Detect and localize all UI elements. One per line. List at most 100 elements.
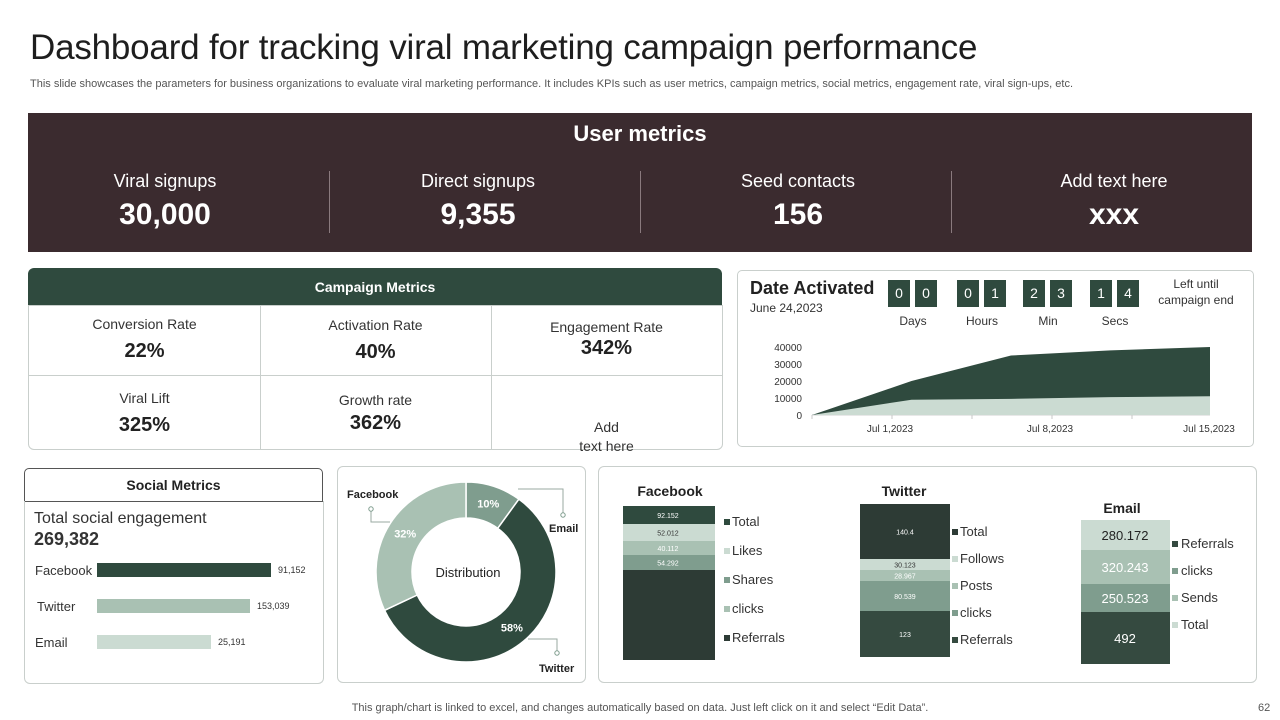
donut-center-label: Distribution (435, 565, 500, 580)
stack-value-label: 40.112 (658, 546, 679, 553)
legend-swatch (952, 556, 958, 562)
campaign-metric-activation-rate: Activation Rate 40% (260, 317, 491, 364)
grid-line (260, 306, 261, 449)
distribution-donut-chart: 10% 58% 32% Distribution Email Twitter Faceboo… (347, 481, 578, 675)
stack-segment-email-total (1081, 612, 1170, 664)
legend-swatch (1172, 595, 1178, 601)
channel-breakdown-panel (598, 466, 1257, 683)
legend-swatch (724, 577, 730, 583)
legend-swatch (952, 529, 958, 535)
countdown-digit: 0 (915, 280, 937, 307)
countdown-digit: 3 (1050, 280, 1072, 307)
user-metric-label: Direct signups (420, 171, 536, 191)
campaign-metrics-title: Campaign Metrics (28, 268, 722, 306)
y-tick-label: 0 (796, 411, 802, 422)
stack-value-label: 54.292 (657, 561, 679, 568)
stack-value-label: 320.243 (1102, 560, 1149, 575)
legend-swatch (724, 606, 730, 612)
user-metrics-panel: User metrics Viral signups 30,000 Direct… (28, 113, 1252, 252)
total-engagement-value: 269,382 (34, 529, 100, 549)
stack-segment-twitter-clicks (860, 581, 950, 611)
legend-swatch (952, 637, 958, 643)
page-subtitle: This slide showcases the parameters for … (30, 78, 1074, 90)
social-metrics-panel (24, 501, 324, 684)
date-activated-title: Date Activated (750, 278, 875, 298)
countdown-digit: 1 (984, 280, 1006, 307)
total-engagement-label: Total social engagement (34, 510, 207, 527)
campaign-metric-placeholder: Add text here (491, 399, 722, 475)
campaign-metric-label: Add text here (579, 419, 634, 454)
left-until-label: Left until campaign end (1158, 277, 1234, 307)
leader-line (528, 638, 558, 653)
leader-dot (368, 506, 374, 512)
countdown-digit: 0 (957, 280, 979, 307)
campaign-metric-label: Growth rate (338, 392, 413, 408)
y-tick-label: 20000 (774, 377, 802, 388)
bar-category-label: Email (35, 635, 68, 650)
campaign-metric-engagement-rate: Engagement Rate 342% (491, 319, 722, 360)
stack-value-label: 52.012 (657, 531, 679, 538)
stack-title-twitter: Twitter (882, 483, 927, 499)
stack-segment-email-referrals (1081, 520, 1170, 550)
campaign-metrics-grid: Conversion Rate 22% Activation Rate 40% … (28, 305, 723, 454)
countdown-digit: 1 (1090, 280, 1112, 307)
countdown-unit-hours: Hours (965, 314, 998, 328)
countdown-unit-min: Min (1038, 314, 1058, 328)
donut-category-label: Twitter (539, 663, 575, 675)
legend-label: Total (732, 514, 760, 529)
legend-label: clicks (960, 605, 992, 620)
campaign-metric-label: Activation Rate (328, 317, 423, 333)
user-metric-value: 30,000 (119, 198, 211, 231)
area-series-lower (812, 396, 1210, 415)
x-tick-label: Jul 8,2023 (1027, 424, 1074, 435)
donut-category-label: Facebook (347, 489, 399, 501)
user-metric-value: 9,355 (440, 198, 516, 231)
campaign-metric-growth-rate: Growth rate 362% (260, 392, 491, 435)
user-metric-label: Add text here (1060, 171, 1168, 191)
leader-line (370, 509, 390, 523)
campaign-metric-viral-lift: Viral Lift 325% (29, 390, 260, 437)
donut-category-label: Email (549, 523, 578, 535)
channel-stacked-chart: Facebook 92.152 52.012 40.112 54.292 Total Lik… (623, 483, 1234, 664)
legend-label: Referrals (732, 630, 785, 645)
stack-title-email: Email (1103, 500, 1140, 516)
campaign-metric-value: 362% (349, 412, 402, 434)
bar-category-label: Twitter (37, 599, 76, 614)
stack-value-label: 92.152 (657, 513, 679, 520)
campaign-metric-label: Conversion Rate (92, 316, 197, 332)
date-activated-panel (737, 270, 1254, 447)
divider (951, 171, 952, 233)
user-metric-seed-contacts: Seed contacts 156 (645, 171, 951, 232)
y-tick-label: 40000 (774, 343, 802, 354)
campaign-metric-value: 325% (118, 414, 171, 436)
user-metric-custom: Add text here xxx (961, 171, 1267, 232)
stack-value-label: 140.4 (896, 530, 914, 537)
legend-swatch (952, 610, 958, 616)
legend-swatch (1172, 568, 1178, 574)
legend-swatch (952, 583, 958, 589)
stack-segment-facebook-shares (623, 541, 715, 555)
leader-dot (560, 512, 566, 518)
legend-swatch (724, 519, 730, 525)
user-metric-viral-signups: Viral signups 30,000 (12, 171, 318, 232)
stack-value-label: 28.967 (894, 574, 916, 581)
social-metrics-title: Social Metrics (24, 468, 323, 502)
stack-value-label: 123 (899, 632, 911, 639)
legend-label: Posts (960, 578, 993, 593)
area-chart: 40000 30000 20000 10000 0 Jul 1,2023 Jul 8,202… (774, 343, 1235, 435)
campaign-metric-label: Engagement Rate (550, 319, 663, 335)
social-bar-chart: Facebook 91,152 Twitter 153,039 Email 25,191 (35, 563, 306, 650)
stack-segment-twitter-posts (860, 570, 950, 581)
stack-segment-email-clicks (1081, 550, 1170, 584)
x-tick-label: Jul 1,2023 (867, 424, 914, 435)
countdown-digit: 4 (1117, 280, 1139, 307)
stack-title-facebook: Facebook (637, 483, 703, 499)
countdown-unit-secs: Secs (1101, 314, 1129, 328)
stack-segment-facebook-total (623, 506, 715, 524)
legend-label: Sends (1181, 590, 1218, 605)
stack-segment-facebook-referrals (623, 570, 715, 660)
page-number: 62 (1258, 702, 1271, 714)
stack-value-label: 492 (1114, 631, 1136, 646)
stack-value-label: 30.123 (894, 563, 916, 570)
distribution-panel (337, 466, 586, 683)
